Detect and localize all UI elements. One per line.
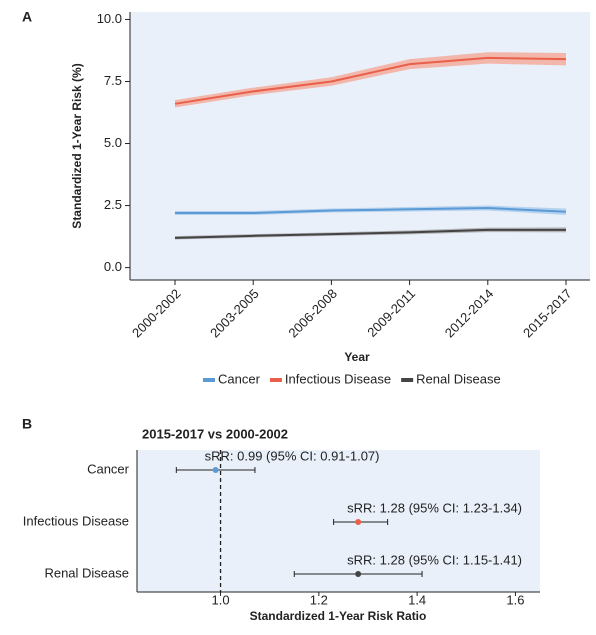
y-tick-label: 10.0 bbox=[97, 11, 122, 26]
legend-label: Cancer bbox=[218, 371, 261, 386]
panel-label: B bbox=[22, 416, 32, 432]
category-label: Cancer bbox=[87, 461, 130, 476]
panel-b-background bbox=[137, 450, 540, 592]
x-tick-label: 2006-2008 bbox=[285, 286, 340, 341]
x-tick-label: 1.2 bbox=[310, 592, 328, 607]
value-label: sRR: 1.28 (95% CI: 1.15-1.41) bbox=[347, 552, 522, 567]
x-axis-title: Standardized 1-Year Risk Ratio bbox=[250, 609, 427, 623]
value-label: sRR: 0.99 (95% CI: 0.91-1.07) bbox=[205, 448, 380, 463]
y-tick-label: 2.5 bbox=[104, 197, 122, 212]
x-tick-label: 2012-2014 bbox=[442, 286, 497, 341]
y-axis-title: Standardized 1-Year Risk (%) bbox=[70, 63, 84, 228]
x-tick-label: 2003-2005 bbox=[207, 286, 262, 341]
chart-title: 2015-2017 vs 2000-2002 bbox=[142, 426, 288, 441]
legend-label: Infectious Disease bbox=[285, 371, 391, 386]
x-tick-label: 2015-2017 bbox=[520, 286, 575, 341]
series-line bbox=[174, 56, 567, 105]
series-line bbox=[174, 228, 566, 239]
x-tick-label: 2009-2011 bbox=[364, 286, 418, 340]
y-tick-label: 7.5 bbox=[104, 73, 122, 88]
x-tick-label: 1.0 bbox=[212, 592, 230, 607]
y-tick-label: 5.0 bbox=[104, 135, 122, 150]
series-line bbox=[175, 207, 567, 214]
y-tick-label: 0.0 bbox=[104, 259, 122, 274]
point-estimate bbox=[355, 571, 362, 577]
category-label: Infectious Disease bbox=[23, 513, 129, 528]
panel-label: A bbox=[22, 9, 32, 25]
point-estimate bbox=[355, 519, 362, 525]
x-tick-label: 2000-2002 bbox=[129, 286, 184, 341]
category-label: Renal Disease bbox=[44, 565, 129, 580]
panel-a-background bbox=[130, 12, 590, 280]
x-axis-title: Year bbox=[344, 350, 370, 364]
value-label: sRR: 1.28 (95% CI: 1.23-1.34) bbox=[347, 500, 522, 515]
point-estimate bbox=[212, 467, 219, 473]
legend-label: Renal Disease bbox=[416, 371, 501, 386]
x-tick-label: 1.4 bbox=[408, 592, 426, 607]
x-tick-label: 1.6 bbox=[506, 592, 524, 607]
